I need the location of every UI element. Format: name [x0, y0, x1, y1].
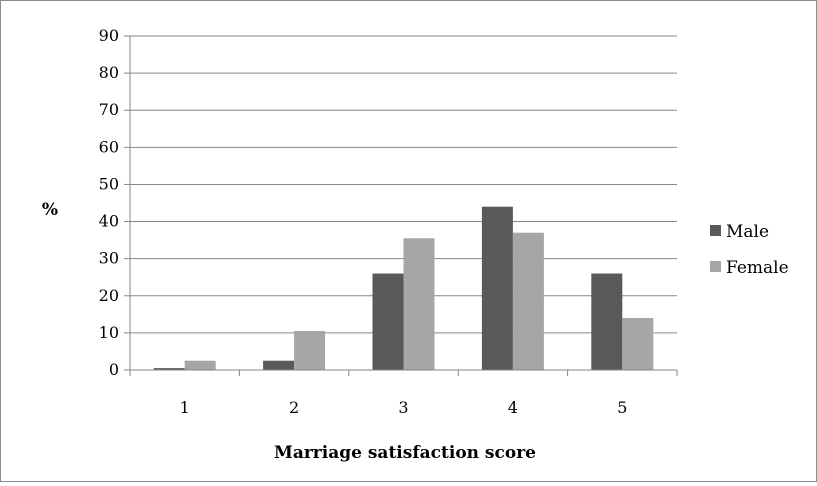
legend-swatch-male [710, 225, 721, 236]
legend-label-female: Female [726, 258, 789, 278]
gridlines [130, 35, 677, 334]
y-axis-ticks: 0 10 20 30 40 50 60 70 80 90 [99, 26, 130, 379]
bar-female-1 [184, 360, 216, 370]
y-tick-label: 10 [99, 323, 119, 342]
y-tick-label: 90 [99, 26, 119, 45]
axes [129, 36, 677, 371]
x-tick-label: 5 [617, 398, 627, 417]
y-tick-label: 80 [99, 63, 119, 82]
bar-female-5 [622, 318, 654, 370]
bar-female-2 [294, 331, 326, 370]
x-axis-title: Marriage satisfaction score [274, 443, 536, 463]
bar-male-5 [591, 273, 623, 370]
y-tick-label: 50 [99, 174, 119, 193]
y-tick-label: 20 [99, 286, 119, 305]
bar-male-3 [372, 273, 404, 370]
bar-male-4 [481, 206, 513, 370]
x-tick-label: 1 [180, 398, 190, 417]
x-tick-label: 2 [289, 398, 299, 417]
x-tick-label: 3 [398, 398, 408, 417]
bar-female-4 [512, 232, 544, 370]
legend-label-male: Male [726, 222, 769, 242]
bar-male-1 [153, 368, 185, 370]
bar-male-2 [263, 360, 295, 370]
y-tick-label: 40 [99, 212, 119, 231]
x-tick-label: 4 [508, 398, 518, 417]
y-tick-label: 60 [99, 137, 119, 156]
legend: Male Female [710, 222, 789, 278]
y-axis-title: % [42, 200, 58, 220]
x-axis-ticks: 1 2 3 4 5 [129, 370, 678, 417]
y-tick-label: 30 [99, 249, 119, 268]
bar-female-3 [403, 238, 435, 370]
bars [153, 206, 654, 370]
y-tick-label: 70 [99, 100, 119, 119]
y-tick-label: 0 [109, 360, 119, 379]
legend-swatch-female [710, 261, 721, 272]
